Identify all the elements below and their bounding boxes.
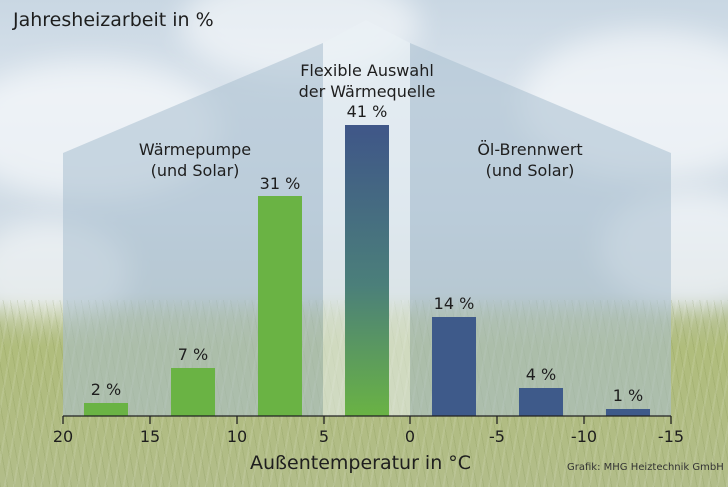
region-label-line: Wärmepumpe [138,140,252,159]
x-tick-label: 10 [226,427,248,446]
region-label-line: (und Solar) [485,161,575,180]
region-label-oil-condensing: Öl-Brennwert (und Solar) [455,139,605,181]
x-axis-label: Außentemperatur in °C [250,452,472,474]
region-label-heat-pump: Wärmepumpe (und Solar) [120,139,270,181]
bar-20-15 [84,403,128,416]
bar-value-label: 1 % [612,386,644,405]
chart-title: Jahresheizarbeit in % [13,9,214,31]
x-tick-label: -10 [570,427,598,446]
x-tick-label: -5 [489,427,505,446]
x-tick-label: 15 [139,427,161,446]
bar-value-label: 31 % [259,174,301,193]
region-label-flexible: Flexible Auswahl der Wärmequelle [282,60,452,102]
region-label-line: der Wärmequelle [298,82,436,101]
bar-m10-m15 [606,409,650,416]
x-axis-ticks [62,416,672,424]
bar-value-label: 41 % [346,102,388,121]
bar-value-label: 2 % [90,380,122,399]
x-tick-label: 5 [318,427,330,446]
source-credit: Grafik: MHG Heiztechnik GmbH [567,462,724,473]
region-label-line: (und Solar) [150,161,240,180]
region-label-line: Öl-Brennwert [477,140,583,159]
x-tick-label: 20 [52,427,74,446]
x-tick-label: -15 [657,427,685,446]
bar-value-label: 7 % [177,345,209,364]
bar-5-0 [345,125,389,416]
bar-10-5 [258,196,302,416]
bar-0-m5 [432,317,476,416]
x-tick-label: 0 [404,427,416,446]
bar-value-label: 4 % [525,365,557,384]
bar-15-10 [171,368,215,416]
region-label-line: Flexible Auswahl [300,61,434,80]
bar-value-label: 14 % [433,294,475,313]
bar-m5-m10 [519,388,563,416]
